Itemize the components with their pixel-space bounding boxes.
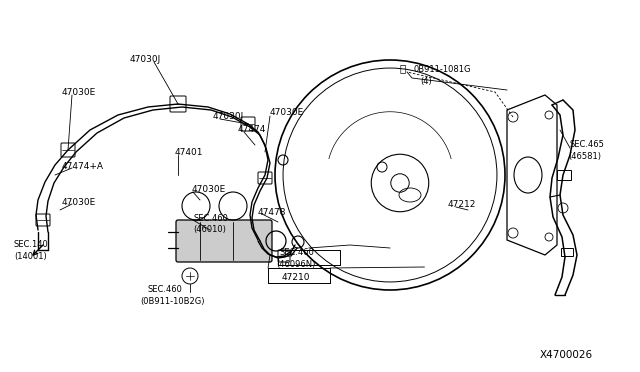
FancyBboxPatch shape — [170, 96, 186, 112]
Text: (46581): (46581) — [568, 152, 601, 161]
Text: (14001): (14001) — [14, 252, 47, 261]
Text: SEC.460: SEC.460 — [148, 285, 183, 294]
Text: 47030E: 47030E — [62, 198, 96, 207]
Text: X4700026: X4700026 — [540, 350, 593, 360]
Text: 0B911-1081G: 0B911-1081G — [413, 65, 470, 74]
Text: (0B911-10B2G): (0B911-10B2G) — [140, 297, 205, 306]
Text: 47212: 47212 — [448, 200, 476, 209]
Text: (46010): (46010) — [193, 225, 226, 234]
Text: 47478: 47478 — [258, 208, 287, 217]
Text: 47030E: 47030E — [62, 88, 96, 97]
FancyBboxPatch shape — [36, 214, 50, 226]
Text: Ⓝ: Ⓝ — [400, 63, 406, 73]
Bar — [557, 170, 571, 180]
Text: 47474+A: 47474+A — [62, 162, 104, 171]
Text: 47030J: 47030J — [130, 55, 161, 64]
Text: 47474: 47474 — [238, 125, 266, 134]
Text: SEC.460: SEC.460 — [280, 248, 315, 257]
Text: SEC.465: SEC.465 — [570, 140, 605, 149]
FancyBboxPatch shape — [61, 143, 75, 157]
Text: 47210: 47210 — [282, 273, 310, 282]
Text: 47401: 47401 — [175, 148, 204, 157]
FancyBboxPatch shape — [176, 220, 272, 262]
Text: SEC.460: SEC.460 — [193, 214, 228, 223]
FancyBboxPatch shape — [278, 250, 290, 262]
Text: SEC.140: SEC.140 — [14, 240, 49, 249]
Bar — [561, 248, 573, 256]
Text: 47030E: 47030E — [192, 185, 227, 194]
Text: 47030E: 47030E — [270, 108, 304, 117]
Text: (46096N): (46096N) — [276, 260, 316, 269]
Text: (4): (4) — [420, 77, 432, 86]
Text: 47030J: 47030J — [213, 112, 244, 121]
FancyBboxPatch shape — [258, 172, 272, 184]
FancyBboxPatch shape — [241, 117, 255, 131]
